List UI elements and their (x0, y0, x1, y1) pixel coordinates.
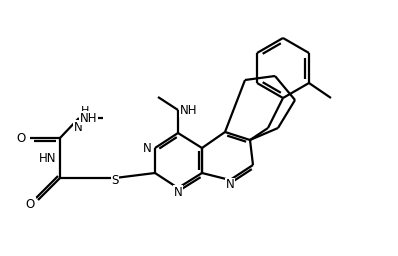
Text: O: O (26, 197, 35, 210)
Text: NH: NH (180, 103, 197, 116)
Text: O: O (17, 132, 26, 144)
Text: NH: NH (80, 112, 98, 124)
Text: H: H (81, 106, 90, 116)
Text: S: S (111, 174, 119, 187)
Text: N: N (226, 178, 234, 191)
Text: N: N (74, 121, 82, 134)
Text: HN: HN (39, 152, 56, 165)
Text: N: N (143, 142, 152, 155)
Text: N: N (174, 186, 182, 198)
